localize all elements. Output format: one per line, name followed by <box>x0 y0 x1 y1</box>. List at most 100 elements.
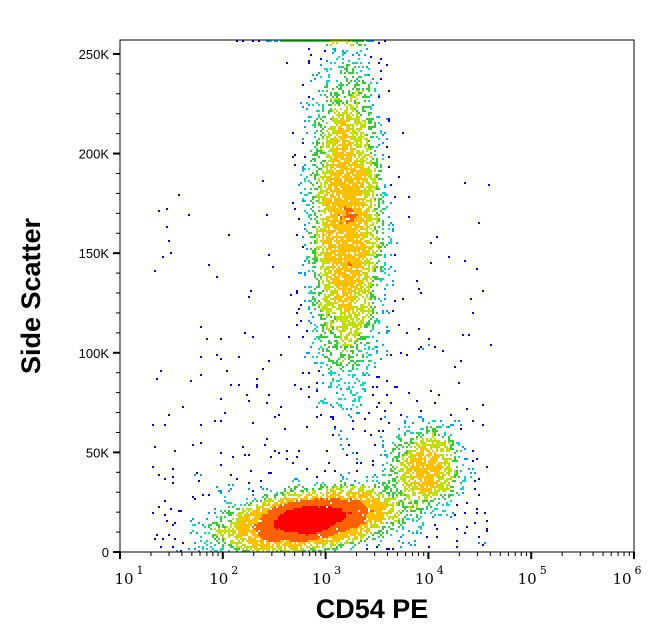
event-dot <box>222 512 224 514</box>
event-dot <box>354 272 356 274</box>
event-dot <box>330 194 332 196</box>
event-dot <box>336 148 338 150</box>
event-dot <box>350 124 352 126</box>
event-dot <box>338 260 340 262</box>
event-dot <box>338 544 340 546</box>
event-dot <box>304 356 306 358</box>
event-dot <box>366 240 368 242</box>
event-dot <box>382 154 384 156</box>
event-dot <box>370 204 372 206</box>
event-dot <box>274 538 276 540</box>
event-dot <box>264 516 266 518</box>
event-dot <box>308 500 310 502</box>
event-dot <box>338 318 340 320</box>
event-dot <box>290 548 292 550</box>
event-dot <box>338 506 340 508</box>
event-dot <box>364 500 366 502</box>
event-dot <box>214 550 216 552</box>
event-dot <box>356 532 358 534</box>
event-dot <box>300 542 302 544</box>
event-dot <box>320 522 322 524</box>
event-dot <box>300 102 302 104</box>
event-dot <box>274 548 276 550</box>
event-dot <box>342 272 344 274</box>
event-dot <box>324 526 326 528</box>
event-dot <box>368 168 370 170</box>
event-dot <box>314 338 316 340</box>
event-dot <box>328 180 330 182</box>
event-dot <box>322 314 324 316</box>
event-dot <box>360 128 362 130</box>
event-dot <box>256 518 258 520</box>
event-dot <box>346 294 348 296</box>
event-dot <box>292 498 294 500</box>
event-dot <box>382 490 384 492</box>
event-dot <box>432 492 434 494</box>
event-dot <box>324 190 326 192</box>
event-dot <box>322 290 324 292</box>
event-dot <box>350 548 352 550</box>
event-dot <box>360 294 362 296</box>
event-dot <box>296 292 298 294</box>
event-dot <box>278 530 280 532</box>
event-dot <box>364 170 366 172</box>
event-dot <box>352 282 354 284</box>
event-dot <box>330 514 332 516</box>
event-dot <box>340 280 342 282</box>
event-dot <box>386 512 388 514</box>
event-dot <box>402 502 404 504</box>
event-dot <box>318 532 320 534</box>
event-dot <box>346 206 348 208</box>
event-dot <box>316 508 318 510</box>
event-dot <box>272 516 274 518</box>
event-dot <box>244 534 246 536</box>
event-dot <box>274 520 276 522</box>
event-dot <box>242 550 244 552</box>
event-dot <box>346 110 348 112</box>
event-dot <box>332 302 334 304</box>
event-dot <box>366 504 368 506</box>
event-dot <box>334 62 336 64</box>
event-dot <box>306 230 308 232</box>
event-dot <box>356 318 358 320</box>
event-dot <box>354 166 356 168</box>
event-dot <box>390 522 392 524</box>
event-dot <box>348 522 350 524</box>
event-dot <box>352 54 354 56</box>
event-dot <box>322 494 324 496</box>
event-dot <box>316 248 318 250</box>
event-dot <box>252 500 254 502</box>
event-dot <box>294 530 296 532</box>
event-dot <box>290 536 292 538</box>
event-dot <box>350 248 352 250</box>
event-dot <box>350 182 352 184</box>
event-dot <box>290 540 292 542</box>
event-dot <box>248 508 250 510</box>
event-dot <box>356 272 358 274</box>
event-dot <box>332 130 334 132</box>
event-dot <box>304 274 306 276</box>
event-dot <box>366 530 368 532</box>
event-dot <box>344 532 346 534</box>
event-dot <box>354 122 356 124</box>
event-dot <box>332 204 334 206</box>
event-dot <box>400 352 402 354</box>
event-dot <box>380 164 382 166</box>
event-dot <box>354 494 356 496</box>
event-dot <box>314 362 316 364</box>
event-dot <box>356 150 358 152</box>
event-dot <box>314 236 316 238</box>
event-dot <box>314 226 316 228</box>
event-dot <box>282 522 284 524</box>
event-dot <box>344 310 346 312</box>
event-dot <box>362 504 364 506</box>
event-dot <box>340 310 342 312</box>
event-dot <box>326 180 328 182</box>
event-dot <box>360 132 362 134</box>
event-dot <box>314 328 316 330</box>
event-dot <box>354 398 356 400</box>
event-dot <box>406 510 408 512</box>
event-dot <box>326 130 328 132</box>
event-dot <box>346 492 348 494</box>
event-dot <box>402 526 404 528</box>
